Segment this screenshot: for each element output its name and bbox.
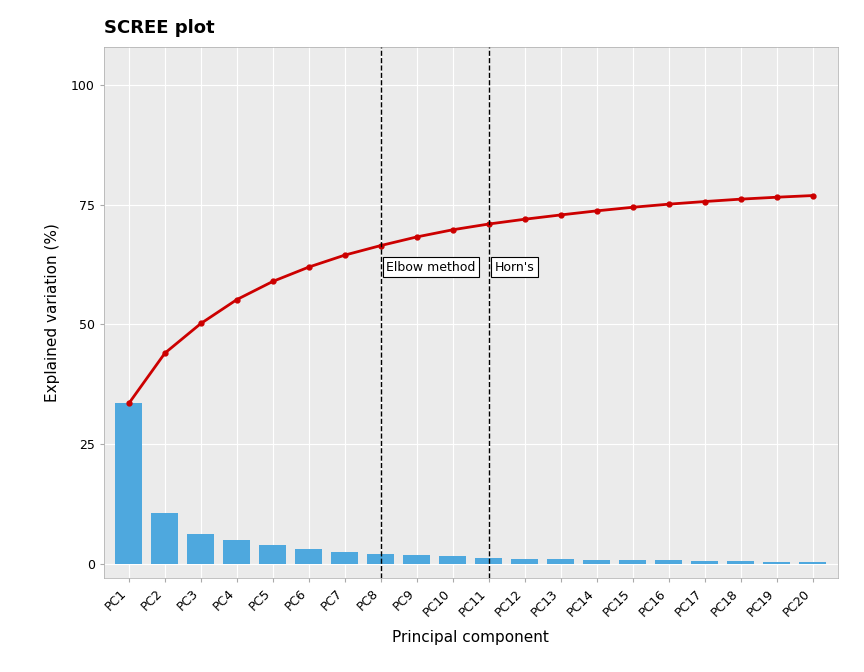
X-axis label: Principal component: Principal component (392, 630, 550, 645)
Bar (440, 556, 467, 564)
Bar (332, 552, 359, 564)
Bar (187, 534, 214, 564)
Bar (691, 561, 718, 564)
Bar (295, 549, 322, 564)
Bar (475, 558, 502, 564)
Bar (583, 560, 610, 564)
Bar (259, 546, 286, 564)
Text: SCREE plot: SCREE plot (104, 19, 214, 37)
Bar (799, 562, 826, 564)
Bar (151, 513, 178, 564)
Bar (403, 555, 430, 564)
Y-axis label: Explained variation (%): Explained variation (%) (45, 223, 60, 402)
Bar (224, 540, 251, 564)
Bar (727, 561, 754, 564)
Bar (548, 559, 575, 564)
Bar (764, 562, 791, 564)
Bar (511, 559, 538, 564)
Text: Horn's: Horn's (494, 261, 534, 274)
Bar (619, 560, 646, 564)
Bar (116, 403, 143, 564)
Bar (367, 554, 394, 564)
Text: Elbow method: Elbow method (386, 261, 476, 274)
Bar (656, 560, 683, 564)
